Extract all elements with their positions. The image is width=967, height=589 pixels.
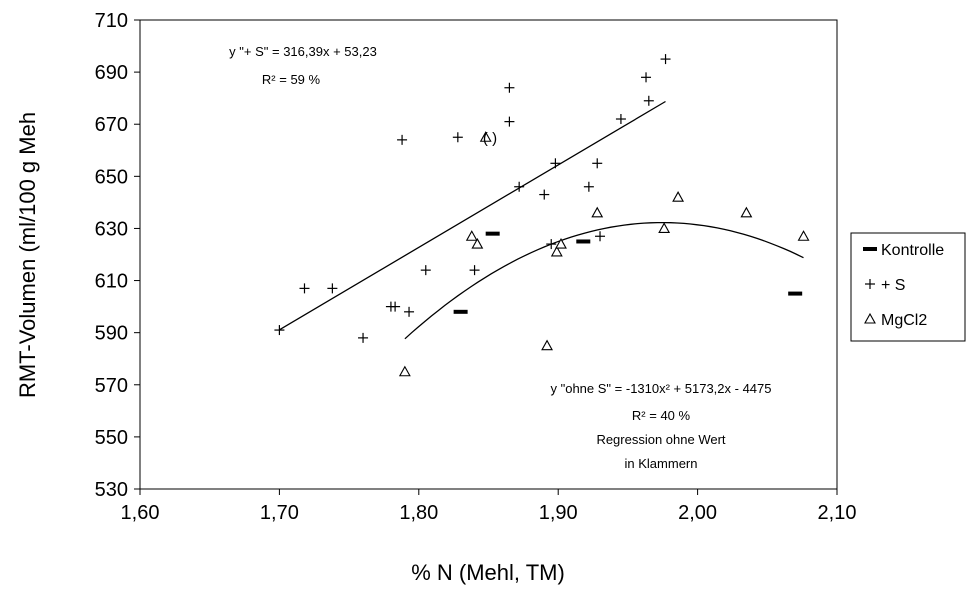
point-triangle bbox=[797, 230, 810, 241]
legend-label: MgCl2 bbox=[881, 312, 927, 329]
trendline-linear bbox=[279, 100, 666, 331]
legend: Kontrolle + S MgCl2 bbox=[850, 232, 966, 342]
point-plus bbox=[643, 95, 654, 106]
point-plus bbox=[397, 134, 408, 145]
x-tick-label: 2,00 bbox=[678, 502, 717, 524]
y-axis: 530 550 570 590 610 630 650 670 690 710 bbox=[95, 10, 140, 501]
point-triangle bbox=[658, 222, 671, 233]
point-plus bbox=[615, 114, 626, 125]
point-plus bbox=[327, 283, 338, 294]
r2-plus-s: R² = 59 % bbox=[262, 72, 321, 87]
point-plus bbox=[546, 239, 557, 250]
point-plus bbox=[452, 132, 463, 143]
point-plus bbox=[595, 231, 606, 242]
point-plus bbox=[404, 306, 415, 317]
y-tick-label: 630 bbox=[95, 218, 128, 240]
point-triangle bbox=[541, 339, 553, 351]
y-tick-label: 670 bbox=[95, 114, 128, 136]
regression-note-line2: in Klammern bbox=[625, 456, 698, 471]
legend-marker-plus bbox=[865, 279, 875, 289]
point-triangle bbox=[550, 245, 563, 257]
point-plus bbox=[539, 189, 550, 200]
y-tick-label: 550 bbox=[95, 427, 128, 449]
x-axis-title: % N (Mehl, TM) bbox=[411, 560, 565, 585]
point-dash bbox=[485, 231, 500, 236]
point-plus bbox=[504, 116, 515, 127]
trendlines bbox=[279, 100, 804, 340]
legend-label: + S bbox=[881, 277, 905, 294]
equation-plus-s: y "+ S" = 316,39x + 53,23 bbox=[229, 44, 377, 59]
paren-point-annotation: ( ) bbox=[483, 130, 497, 147]
regression-note-line1: Regression ohne Wert bbox=[596, 432, 725, 447]
y-tick-label: 690 bbox=[95, 62, 128, 84]
trendline-poly2 bbox=[404, 221, 804, 340]
point-plus bbox=[299, 283, 310, 294]
point-triangle bbox=[740, 206, 753, 218]
point-plus bbox=[583, 181, 594, 192]
r2-ohne-s: R² = 40 % bbox=[632, 408, 691, 423]
plot-area bbox=[139, 19, 838, 490]
point-plus bbox=[550, 158, 561, 169]
point-plus bbox=[504, 82, 515, 93]
y-tick-label: 570 bbox=[95, 375, 128, 397]
point-dash bbox=[576, 239, 591, 244]
x-tick-label: 1,80 bbox=[399, 502, 438, 524]
point-triangle bbox=[479, 131, 492, 142]
point-plus bbox=[274, 325, 285, 336]
point-plus bbox=[641, 72, 652, 83]
point-dash bbox=[453, 309, 468, 314]
legend-marker-triangle bbox=[864, 312, 876, 324]
point-triangle bbox=[591, 206, 604, 218]
point-triangle bbox=[555, 237, 567, 249]
point-dash bbox=[788, 291, 803, 296]
point-plus bbox=[469, 265, 480, 276]
x-tick-label: 1,60 bbox=[121, 502, 160, 524]
point-plus bbox=[660, 54, 671, 65]
y-axis-title: RMT-Volumen (ml/100 g Meh bbox=[15, 112, 40, 398]
legend-marker-dash bbox=[863, 247, 877, 251]
data-points bbox=[274, 54, 810, 377]
point-plus bbox=[420, 265, 431, 276]
y-tick-label: 710 bbox=[95, 10, 128, 32]
x-tick-label: 1,70 bbox=[260, 502, 299, 524]
legend-items: Kontrolle + S MgCl2 bbox=[863, 242, 944, 329]
x-tick-label: 1,90 bbox=[539, 502, 578, 524]
equation-ohne-s: y "ohne S" = -1310x² + 5173,2x - 4475 bbox=[551, 381, 772, 396]
y-tick-label: 650 bbox=[95, 166, 128, 188]
y-tick-label: 610 bbox=[95, 271, 128, 293]
point-plus bbox=[390, 301, 401, 312]
point-plus bbox=[358, 332, 369, 343]
x-axis: 1,60 1,70 1,80 1,90 2,00 2,10 bbox=[121, 489, 857, 524]
point-triangle bbox=[672, 191, 685, 202]
point-triangle bbox=[471, 237, 484, 249]
point-plus bbox=[592, 158, 603, 169]
y-tick-label: 590 bbox=[95, 323, 128, 345]
point-plus bbox=[514, 181, 525, 192]
x-tick-label: 2,10 bbox=[818, 502, 857, 524]
point-triangle bbox=[465, 230, 478, 241]
legend-label: Kontrolle bbox=[881, 242, 944, 259]
point-triangle bbox=[398, 365, 411, 377]
y-tick-label: 530 bbox=[95, 479, 128, 501]
